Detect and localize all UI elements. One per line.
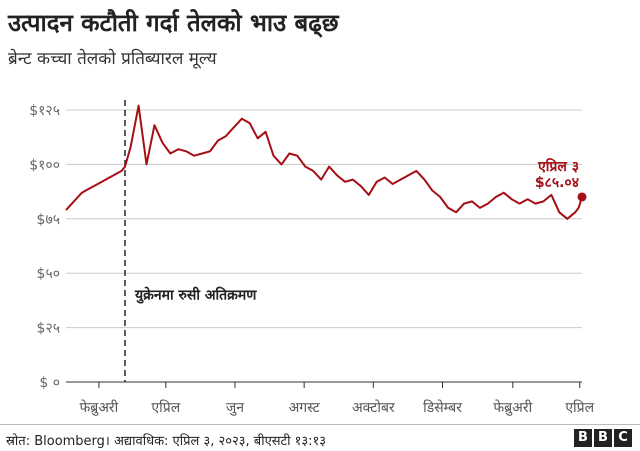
source-note: स्रोत: Bloomberg। अद्यावधिक: एप्रिल ३, २… <box>6 434 327 449</box>
logo-letter: B <box>574 429 592 447</box>
latest-date-label: एप्रिल ३ <box>537 158 579 175</box>
latest-price-dot <box>577 192 587 202</box>
bbc-logo: B B C <box>574 429 632 447</box>
y-tick-label: $७५ <box>37 212 60 228</box>
logo-letter: B <box>594 429 612 447</box>
x-tick-label: जुन <box>226 400 244 416</box>
x-tick-label: अक्टोबर <box>352 399 395 416</box>
price-chart: $ ० $२५ $५० $७५ $१०० $१२५ फेब्रुअरी एप्रिल जुन अग… <box>29 100 595 416</box>
y-tick-label: $ ० <box>39 375 60 391</box>
x-tick-label: डिसेम्बर <box>423 399 462 416</box>
chart-title: उत्पादन कटौती गर्दा तेलको भाउ बढ्छ <box>8 9 339 37</box>
x-tick-label: एप्रिल <box>565 399 594 416</box>
y-tick-label: $२५ <box>37 321 60 337</box>
y-tick-label: $५० <box>37 266 60 282</box>
brent-price-line <box>65 104 583 220</box>
footer: स्रोत: Bloomberg। अद्यावधिक: एप्रिल ३, २… <box>0 424 640 451</box>
logo-letter: C <box>614 429 632 447</box>
x-tick-label: फेब्रुअरी <box>493 399 532 416</box>
y-tick-label: $१०० <box>29 157 60 173</box>
chart-subtitle: ब्रेन्ट कच्चा तेलको प्रतिब्यारल मूल्य <box>8 49 217 69</box>
x-tick-label: अगस्ट <box>289 400 321 416</box>
x-tick-label: फेब्रुअरी <box>79 399 118 416</box>
invasion-annotation: युक्रेनमा रुसी अतिक्रमण <box>134 286 257 304</box>
y-tick-label: $१२५ <box>29 103 60 119</box>
latest-value-label: $८५.०४ <box>535 175 579 191</box>
x-tick-label: एप्रिल <box>151 399 180 416</box>
